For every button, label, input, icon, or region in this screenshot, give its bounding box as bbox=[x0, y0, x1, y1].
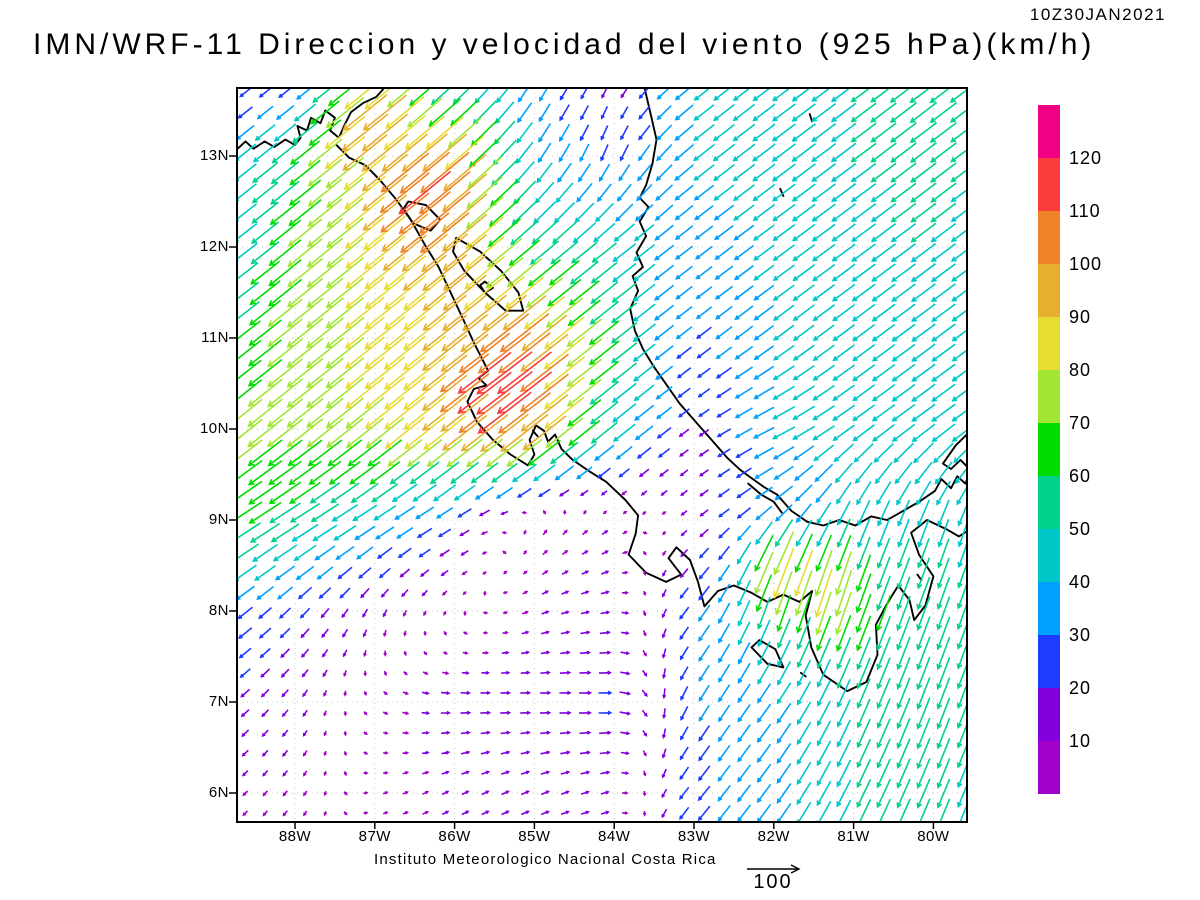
colorbar-segment-2 bbox=[1038, 211, 1060, 264]
lat-tick-label-10N: 10N bbox=[199, 420, 229, 437]
reference-vector-label: 100 bbox=[753, 871, 793, 893]
colorbar-label-120: 120 bbox=[1069, 148, 1103, 168]
colorbar-segment-7 bbox=[1038, 476, 1060, 529]
colorbar-label-90: 90 bbox=[1069, 307, 1092, 327]
lat-tick-label-13N: 13N bbox=[199, 147, 229, 164]
lon-tick-label-87W: 87W bbox=[358, 828, 391, 845]
lon-tick-label-83W: 83W bbox=[677, 828, 711, 845]
colorbar-label-50: 50 bbox=[1069, 519, 1092, 539]
colorbar-label-40: 40 bbox=[1069, 572, 1092, 592]
colorbar-segment-4 bbox=[1038, 317, 1060, 370]
map-frame bbox=[236, 87, 968, 823]
lon-tick-label-85W: 85W bbox=[518, 828, 551, 845]
lon-tick-label-81W: 81W bbox=[837, 828, 870, 845]
colorbar-label-100: 100 bbox=[1069, 254, 1103, 274]
lat-tick-label-7N: 7N bbox=[208, 693, 229, 710]
lat-tick-label-12N: 12N bbox=[199, 238, 229, 255]
lon-tick-label-84W: 84W bbox=[598, 828, 631, 845]
colorbar-label-10: 10 bbox=[1069, 731, 1092, 751]
colorbar-segment-0 bbox=[1038, 105, 1060, 158]
lat-tick-label-11N: 11N bbox=[201, 329, 229, 346]
colorbar-label-110: 110 bbox=[1069, 201, 1101, 221]
lat-tick-label-9N: 9N bbox=[208, 511, 229, 528]
colorbar-label-20: 20 bbox=[1069, 678, 1092, 698]
colorbar-segment-6 bbox=[1038, 423, 1060, 476]
colorbar-segment-5 bbox=[1038, 370, 1060, 423]
lon-tick-label-88W: 88W bbox=[278, 828, 312, 845]
colorbar-segment-3 bbox=[1038, 264, 1060, 317]
lat-tick-label-6N: 6N bbox=[208, 784, 229, 801]
valid-time-label: 10Z30JAN2021 bbox=[1029, 5, 1166, 24]
lon-tick-label-82W: 82W bbox=[757, 828, 790, 845]
colorbar-segment-11 bbox=[1038, 688, 1060, 741]
axis-ticks bbox=[229, 155, 935, 829]
colorbar-segment-8 bbox=[1038, 529, 1060, 582]
colorbar-segment-1 bbox=[1038, 158, 1060, 211]
wind-arrows bbox=[237, 88, 967, 822]
colorbar-segment-10 bbox=[1038, 635, 1060, 688]
lon-tick-label-80W: 80W bbox=[917, 828, 950, 845]
lon-tick-label-86W: 86W bbox=[438, 828, 471, 845]
colorbar-segment-12 bbox=[1038, 741, 1060, 794]
colorbar-label-30: 30 bbox=[1069, 625, 1092, 645]
colorbar-label-70: 70 bbox=[1069, 413, 1092, 433]
page-title: IMN/WRF-11 Direccion y velocidad del vie… bbox=[33, 28, 1096, 61]
colorbar-label-60: 60 bbox=[1069, 466, 1092, 486]
credit-text: Instituto Meteorologico Nacional Costa R… bbox=[374, 851, 717, 868]
reference-vector-arrow bbox=[747, 864, 801, 874]
colorbar-label-80: 80 bbox=[1069, 360, 1092, 380]
colorbar-segment-9 bbox=[1038, 582, 1060, 635]
lat-tick-label-8N: 8N bbox=[208, 602, 229, 619]
